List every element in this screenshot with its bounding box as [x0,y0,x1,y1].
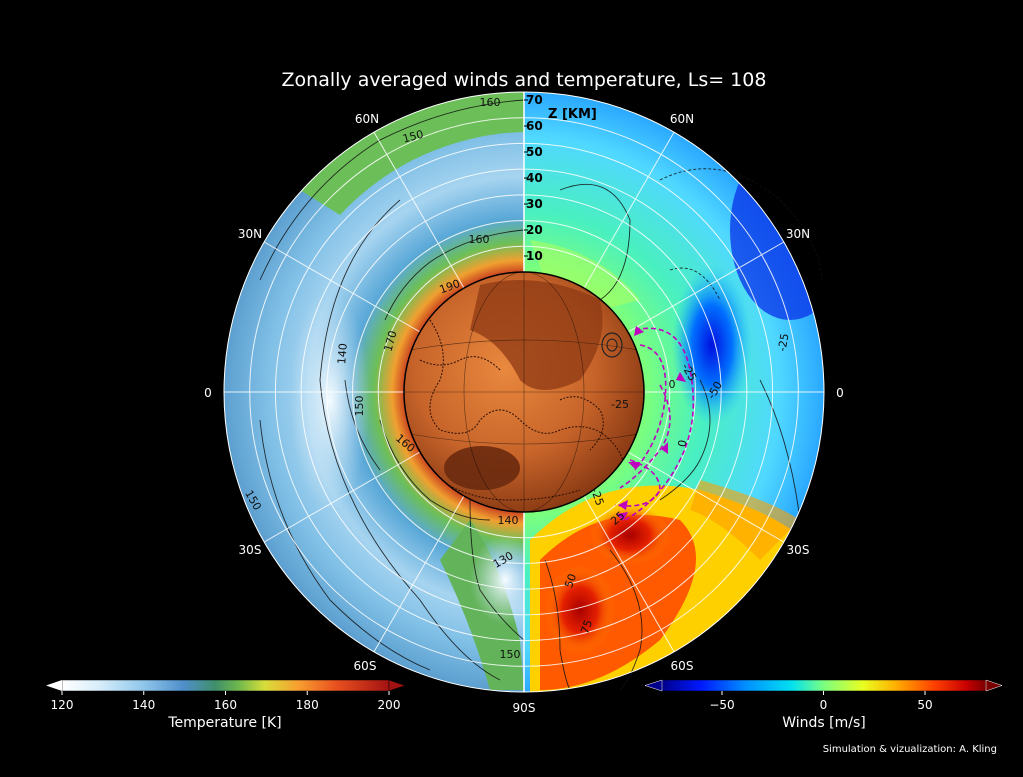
temp-contour-label: 150 [353,396,366,417]
winds-colorbar-tick-label: −50 [709,698,734,712]
lat-label-60n-left: 60N [355,112,379,126]
winds-colorbar-max-extend [985,679,1003,692]
wind-contour-label: -25 [611,398,629,411]
temperature-colorbar-tick-label: 120 [51,698,74,712]
temperature-colorbar-gradient [61,679,390,692]
circulation-streamlines [614,327,695,521]
winds-colorbar-label: Winds [m/s] [782,715,866,731]
wind-contours [544,168,823,691]
temperature-colorbar: 120 140 160 180 200 Temperature [K] [46,679,406,731]
temp-contour-label: 140 [335,343,350,365]
lat-label-eq-right: 0 [836,386,844,400]
lat-label-eq-left: 0 [204,386,212,400]
latitude-spoke [263,241,421,333]
latitude-spoke [263,451,421,543]
temp-contour-label: 170 [382,329,400,353]
temperature-colorbar-tick-label: 160 [214,698,237,712]
z-axis-tick-label: 40 [526,171,543,185]
latitude-spoke [583,495,675,653]
temp-contour-label: 140 [498,514,519,527]
z-axis-label: Z [KM] [548,107,597,122]
latitude-spoke [583,131,675,289]
z-axis-ticks: 70 60 50 40 30 20 10 [524,93,543,263]
wind-contour-label: -25 [588,486,606,507]
lat-label-60s-left: 60S [354,659,377,673]
temp-contour-label: 150 [500,648,521,661]
latitude-spoke [627,241,785,333]
z-axis-tick-label: 20 [526,223,543,237]
temperature-colorbar-max-extend [388,679,406,692]
z-axis-tick-label: 30 [526,197,543,211]
circulation-arrowheads [616,326,686,521]
wind-contour-label: -25 [776,332,792,352]
lat-label-60s-right: 60S [671,659,694,673]
temperature-colorbar-tick-label: 200 [378,698,401,712]
winds-colorbar: −50 0 50 Winds [m/s] [644,679,1003,731]
figure-title: Zonally averaged winds and temperature, … [282,69,767,91]
lat-label-60n-right: 60N [670,112,694,126]
wind-contour-label: 0 [669,378,676,391]
z-axis-tick-label: 10 [526,249,543,263]
winds-colorbar-gradient [661,679,987,692]
temperature-colorbar-label: Temperature [K] [167,715,281,731]
wind-contour-label: 75 [578,618,595,636]
lat-label-30s-left: 30S [239,543,262,557]
z-axis-tick-label: 70 [526,93,543,107]
winds-colorbar-tick-label: 0 [820,698,828,712]
latitude-spoke [627,451,785,543]
winds-colorbar-min-extend [644,679,663,692]
z-axis-tick-label: 60 [526,119,543,133]
lat-label-30s-right: 30S [787,543,810,557]
lat-label-30n-right: 30N [786,227,810,241]
latitude-spoke [373,131,465,289]
wind-contour-label: 50 [562,572,579,590]
latitude-labels: 60N 60N 30N 30N 0 0 30S 30S 60S 60S 90S [204,112,844,715]
latitude-spoke [373,495,465,653]
temp-contour-label: 150 [401,128,425,146]
credit-text: Simulation & vizualization: A. Kling [823,744,997,755]
lat-label-90s: 90S [513,701,536,715]
temp-contour-label: 160 [469,233,490,246]
lat-label-30n-left: 30N [238,227,262,241]
mars-globe [403,271,645,513]
temperature-contours [259,99,524,681]
temperature-colorbar-tick-label: 180 [296,698,319,712]
winds-colorbar-tick-label: 50 [917,698,932,712]
z-axis-tick-label: 50 [526,145,543,159]
temperature-colorbar-tick-label: 140 [132,698,155,712]
wind-contour-label: 0 [676,439,690,448]
temperature-colorbar-min-extend [46,680,62,691]
temp-contour-label: 160 [480,96,501,109]
